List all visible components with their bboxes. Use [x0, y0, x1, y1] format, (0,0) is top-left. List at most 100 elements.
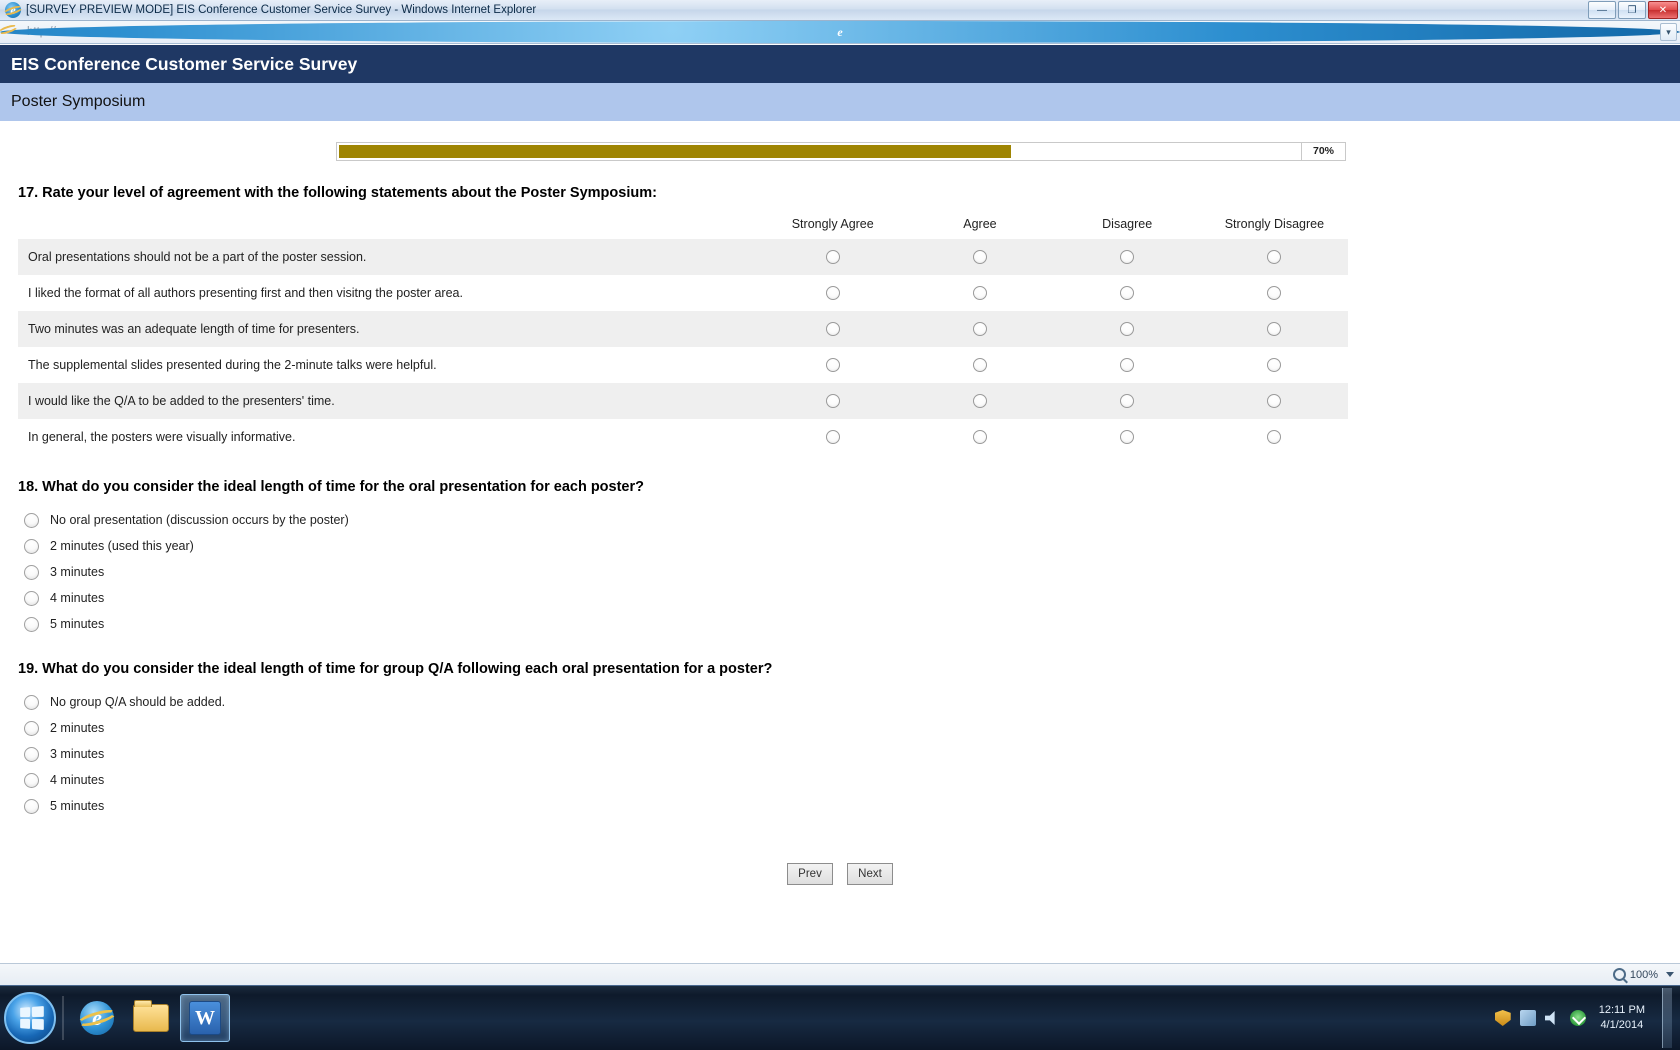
word-icon: W [189, 1001, 221, 1035]
radio-strongly-agree[interactable] [825, 285, 840, 300]
maximize-button[interactable]: ❐ [1618, 1, 1646, 19]
option-label: No oral presentation (discussion occurs … [50, 513, 349, 527]
radio-disagree[interactable] [1120, 393, 1135, 408]
radio-icon[interactable] [24, 720, 39, 736]
prev-button[interactable]: Prev [787, 863, 833, 885]
question-17-title: 17. Rate your level of agreement with th… [18, 185, 657, 201]
option-label: 5 minutes [50, 799, 105, 813]
matrix-cell[interactable] [1201, 419, 1348, 455]
system-tray: 12:11 PM 4/1/2014 [1494, 988, 1680, 1048]
radio-strongly-disagree[interactable] [1267, 249, 1282, 264]
radio-strongly-agree[interactable] [825, 393, 840, 408]
radio-strongly-agree[interactable] [825, 429, 840, 444]
radio-strongly-agree[interactable] [825, 249, 840, 264]
taskbar-clock[interactable]: 12:11 PM 4/1/2014 [1599, 1003, 1645, 1033]
option-row[interactable]: 5 minutes [18, 793, 1680, 819]
next-button[interactable]: Next [847, 863, 893, 885]
radio-agree[interactable] [972, 285, 987, 300]
minimize-button[interactable]: — [1588, 1, 1616, 19]
radio-icon[interactable] [24, 616, 39, 632]
radio-strongly-disagree[interactable] [1267, 429, 1282, 444]
matrix-cell[interactable] [759, 239, 907, 275]
matrix-cell[interactable] [1053, 239, 1201, 275]
radio-agree[interactable] [972, 429, 987, 444]
matrix-cell[interactable] [1201, 347, 1348, 383]
matrix-cell[interactable] [1200, 383, 1348, 419]
close-button[interactable]: ✕ [1648, 1, 1678, 19]
matrix-cell[interactable] [1054, 347, 1201, 383]
taskbar-separator [62, 996, 64, 1040]
radio-strongly-disagree[interactable] [1267, 285, 1282, 300]
matrix-cell[interactable] [1200, 239, 1348, 275]
radio-strongly-agree[interactable] [825, 321, 840, 336]
matrix-cell[interactable] [1054, 275, 1201, 311]
radio-icon[interactable] [24, 538, 39, 554]
taskbar-item-windows-explorer[interactable] [126, 994, 176, 1042]
matrix-cell[interactable] [906, 275, 1053, 311]
radio-agree[interactable] [972, 321, 987, 336]
matrix-cell[interactable] [1200, 311, 1348, 347]
windows-logo-icon [20, 1006, 44, 1030]
matrix-cell[interactable] [1201, 275, 1348, 311]
matrix-cell[interactable] [759, 383, 907, 419]
radio-strongly-disagree[interactable] [1267, 393, 1282, 408]
address-bar[interactable]: e http://www.surveymonkey.com/s.aspx?PRE… [0, 21, 1680, 44]
action-center-icon[interactable] [1569, 1010, 1586, 1026]
option-row[interactable]: 5 minutes [18, 611, 1680, 637]
option-row[interactable]: 3 minutes [18, 741, 1680, 767]
radio-disagree[interactable] [1120, 429, 1135, 444]
radio-disagree[interactable] [1120, 357, 1135, 372]
matrix-cell[interactable] [1053, 311, 1201, 347]
radio-icon[interactable] [24, 590, 39, 606]
matrix-cell[interactable] [906, 239, 1054, 275]
matrix-row-label: I liked the format of all authors presen… [28, 286, 463, 300]
radio-strongly-disagree[interactable] [1267, 321, 1282, 336]
radio-icon[interactable] [24, 798, 39, 814]
clock-time: 12:11 PM [1598, 1004, 1645, 1016]
network-icon[interactable] [1519, 1010, 1536, 1026]
option-row[interactable]: 2 minutes (used this year) [18, 533, 1680, 559]
matrix-corner-cell [18, 213, 759, 239]
window-titlebar: e [SURVEY PREVIEW MODE] EIS Conference C… [0, 0, 1680, 21]
security-shield-icon[interactable] [1494, 1010, 1511, 1026]
matrix-cell[interactable] [906, 419, 1053, 455]
radio-disagree[interactable] [1120, 321, 1135, 336]
radio-icon[interactable] [24, 694, 39, 710]
radio-strongly-disagree[interactable] [1267, 357, 1282, 372]
matrix-cell[interactable] [1053, 383, 1201, 419]
radio-icon[interactable] [24, 512, 39, 528]
show-desktop-button[interactable] [1662, 988, 1672, 1048]
matrix-cell[interactable] [759, 275, 906, 311]
radio-icon[interactable] [24, 772, 39, 788]
option-row[interactable]: 4 minutes [18, 585, 1680, 611]
matrix-cell[interactable] [906, 311, 1054, 347]
zoom-control[interactable]: 100% [1612, 968, 1674, 981]
option-label: 5 minutes [50, 617, 105, 631]
option-row[interactable]: No oral presentation (discussion occurs … [18, 507, 1680, 533]
option-row[interactable]: No group Q/A should be added. [18, 689, 1680, 715]
matrix-cell[interactable] [906, 347, 1053, 383]
matrix-cell[interactable] [1054, 419, 1201, 455]
option-row[interactable]: 4 minutes [18, 767, 1680, 793]
matrix-cell[interactable] [759, 311, 907, 347]
radio-disagree[interactable] [1120, 249, 1135, 264]
matrix-cell[interactable] [759, 419, 906, 455]
taskbar-item-internet-explorer[interactable]: e [72, 994, 122, 1042]
option-row[interactable]: 2 minutes [18, 715, 1680, 741]
radio-agree[interactable] [972, 393, 987, 408]
matrix-cell[interactable] [906, 383, 1054, 419]
start-button[interactable] [4, 992, 56, 1044]
radio-agree[interactable] [972, 357, 987, 372]
matrix-cell[interactable] [759, 347, 906, 383]
chevron-down-icon[interactable] [1666, 972, 1674, 977]
address-bar-dropdown-icon[interactable]: ▾ [1660, 23, 1677, 41]
radio-disagree[interactable] [1120, 285, 1135, 300]
volume-icon[interactable] [1544, 1010, 1555, 1026]
radio-strongly-agree[interactable] [825, 357, 840, 372]
taskbar-item-microsoft-word[interactable]: W [180, 994, 230, 1042]
radio-icon[interactable] [24, 564, 39, 580]
radio-icon[interactable] [24, 746, 39, 762]
radio-agree[interactable] [972, 249, 987, 264]
option-row[interactable]: 3 minutes [18, 559, 1680, 585]
